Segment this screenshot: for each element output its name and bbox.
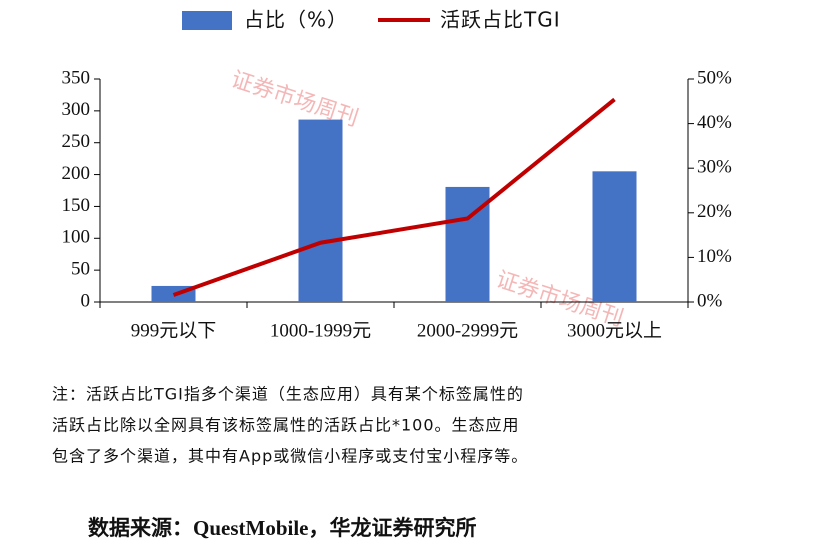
y-tick-label: 300 [62, 99, 91, 120]
y2-tick-label: 40% [697, 112, 732, 133]
y2-tick-label: 30% [697, 157, 732, 178]
y-tick-label: 350 [62, 67, 91, 88]
x-tick-label: 2000-2999元 [417, 320, 518, 341]
legend-label: 活跃占比TGI [440, 8, 561, 32]
x-tick-label: 999元以下 [131, 320, 217, 341]
note-line: 活跃占比除以全网具有该标签属性的活跃占比*100。生态应用 [52, 416, 520, 435]
source: 数据来源：QuestMobile，华龙证券研究所 [88, 516, 477, 540]
y-tick-label: 200 [62, 163, 91, 184]
note-line: 注：活跃占比TGI指多个渠道（生态应用）具有某个标签属性的 [52, 385, 524, 404]
y-tick-label: 0 [81, 290, 91, 311]
y-tick-label: 250 [62, 131, 91, 152]
y-tick-label: 50 [71, 259, 90, 280]
line [172, 97, 616, 297]
bar [592, 171, 637, 302]
y2-tick-label: 0% [697, 290, 723, 311]
x-tick-label: 1000-1999元 [270, 320, 371, 341]
y2-tick-label: 50% [697, 67, 732, 88]
y-tick-label: 150 [62, 195, 91, 216]
y2-tick-label: 20% [697, 201, 732, 222]
x-tick-label: 3000元以上 [567, 319, 662, 341]
legend-swatch [182, 11, 232, 30]
bar [298, 119, 343, 302]
note-line: 包含了多个渠道，其中有App或微信小程序或支付宝小程序等。 [52, 447, 528, 466]
y-tick-label: 100 [62, 227, 91, 248]
y2-tick-label: 10% [697, 246, 732, 267]
legend-label: 占比（%） [244, 8, 348, 32]
